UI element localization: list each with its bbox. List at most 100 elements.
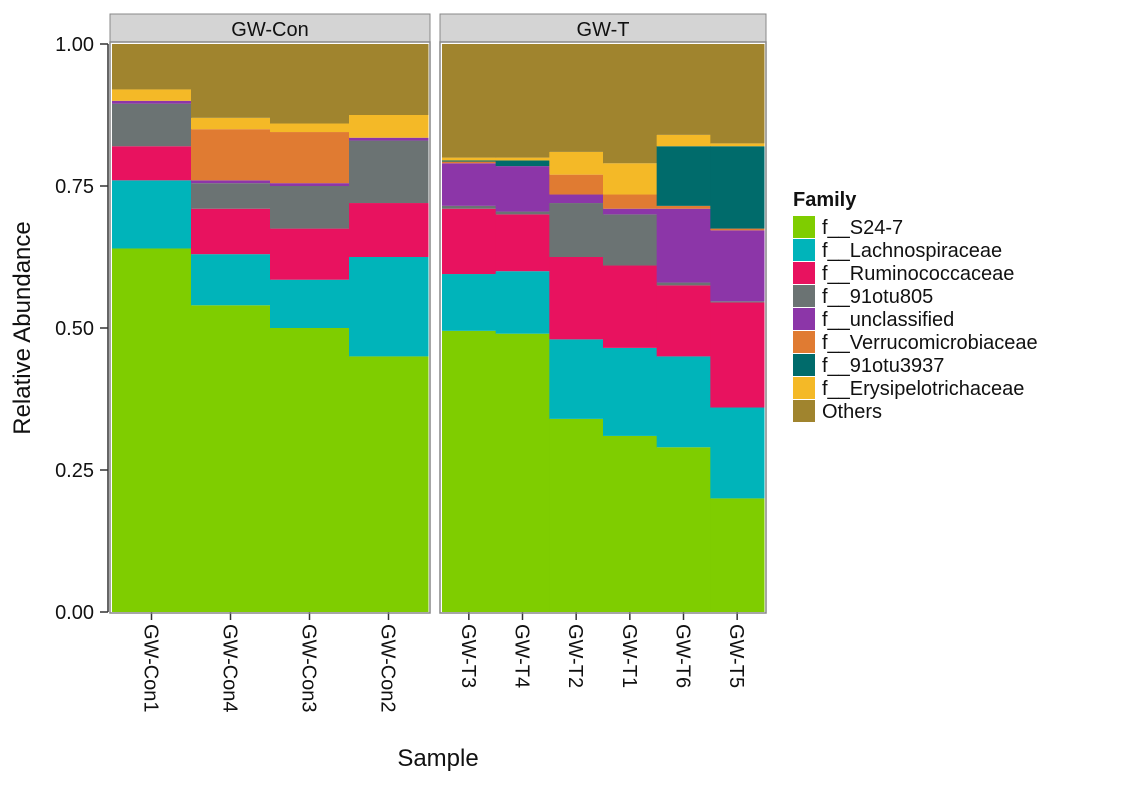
legend-label: Others [822,401,882,423]
legend-title: Family [793,189,857,211]
legend-label: f__91otu805 [822,286,933,308]
legend-label: f__S24-7 [822,217,903,239]
legend-swatch [793,285,815,307]
legend-swatch [793,262,815,284]
legend-label: f__91otu3937 [822,355,944,377]
legend-label: f__unclassified [822,309,954,331]
y-tick-label: 0.25 [55,460,94,482]
y-axis-label: Relative Abundance [9,221,36,435]
bar-segment [603,435,658,612]
bar-segment [112,180,192,249]
bar-segment [112,248,192,613]
bar-segment [270,183,350,186]
bar-segment [442,44,497,158]
x-tick-label: GW-Con3 [298,624,320,713]
bar-segment [549,203,604,257]
panel-border [439,41,767,614]
legend-swatch [793,377,815,399]
y-tick-label: 1.00 [55,34,94,56]
bar-segment [191,180,271,184]
legend-swatch [793,308,815,330]
bar-segment [603,194,658,209]
legend-swatch [793,331,815,353]
bar-segment [112,103,192,147]
bar-segment [112,44,192,90]
legend-swatch [793,354,815,376]
bar-segment [656,447,711,612]
bar-segment [495,271,550,334]
bar-segment [710,146,765,229]
bar-segment [710,44,765,144]
bar-segment [603,208,658,215]
bar-segment [549,44,604,152]
bar-segment [191,44,271,118]
bar-segment [656,356,711,448]
bar-segment [442,205,497,209]
bar-segment [442,160,497,162]
bar-segment [495,211,550,215]
legend-label: f__Erysipelotrichaceae [822,378,1024,400]
bar-segment [549,174,604,195]
y-tick-label: 0.00 [55,602,94,624]
legend-label: f__Lachnospiraceae [822,240,1002,262]
bar-segment [710,230,765,302]
bar-segment [549,194,604,204]
bar-segment [710,407,765,499]
x-tick-label: GW-T3 [457,624,479,688]
bar-segment [710,143,765,147]
bar-segment [270,123,350,133]
bar-segment [270,228,350,280]
bar-segment [191,305,271,612]
bar-segment [656,208,711,283]
legend-label: f__Verrucomicrobiaceae [822,332,1038,354]
bar-segment [442,330,497,612]
bar-segment [495,157,550,161]
bar-segment [442,161,497,164]
bar-segment [349,140,429,204]
bar-segment [656,146,711,206]
y-tick-label: 0.75 [55,176,94,198]
bar-segment [603,163,658,195]
bar-segment [191,254,271,306]
bar-segment [349,115,429,138]
bar-segment [270,44,350,124]
bar-segment [191,117,271,130]
bar-segment [656,285,711,357]
facet-strip [439,13,767,43]
bar-segment [656,205,711,209]
bar-segment [112,100,192,104]
bar-segment [549,418,604,612]
legend-swatch [793,216,815,238]
bar-segment [349,257,429,357]
legend-swatch [793,400,815,422]
bar-segment [442,157,497,161]
bar-segment [603,44,658,164]
x-axis-label: Sample [397,745,478,772]
bar-segment [495,166,550,212]
x-tick-label: GW-Con2 [377,624,399,713]
bar-segment [656,282,711,286]
bar-segment [191,129,271,181]
bar-segment [349,356,429,612]
x-tick-label: GW-T1 [618,624,640,688]
bar-segment [549,339,604,419]
bar-segment [349,137,429,141]
bar-segment [656,134,711,147]
bar-segment [270,328,350,612]
x-tick-label: GW-T5 [725,624,747,688]
bar-segment [710,302,765,408]
x-tick-label: GW-Con4 [219,624,241,713]
facet-title: GW-T [577,19,630,41]
bar-segment [603,265,658,348]
bar-segment [495,333,550,612]
x-tick-label: GW-T2 [564,624,586,688]
bar-segment [270,132,350,184]
legend-swatch [793,239,815,261]
bar-segment [656,44,711,135]
legend-label: f__Ruminococcaceae [822,263,1014,285]
bar-segment [349,44,429,115]
bar-segment [191,208,271,255]
bar-segment [349,203,429,257]
bar-segment [710,301,765,303]
